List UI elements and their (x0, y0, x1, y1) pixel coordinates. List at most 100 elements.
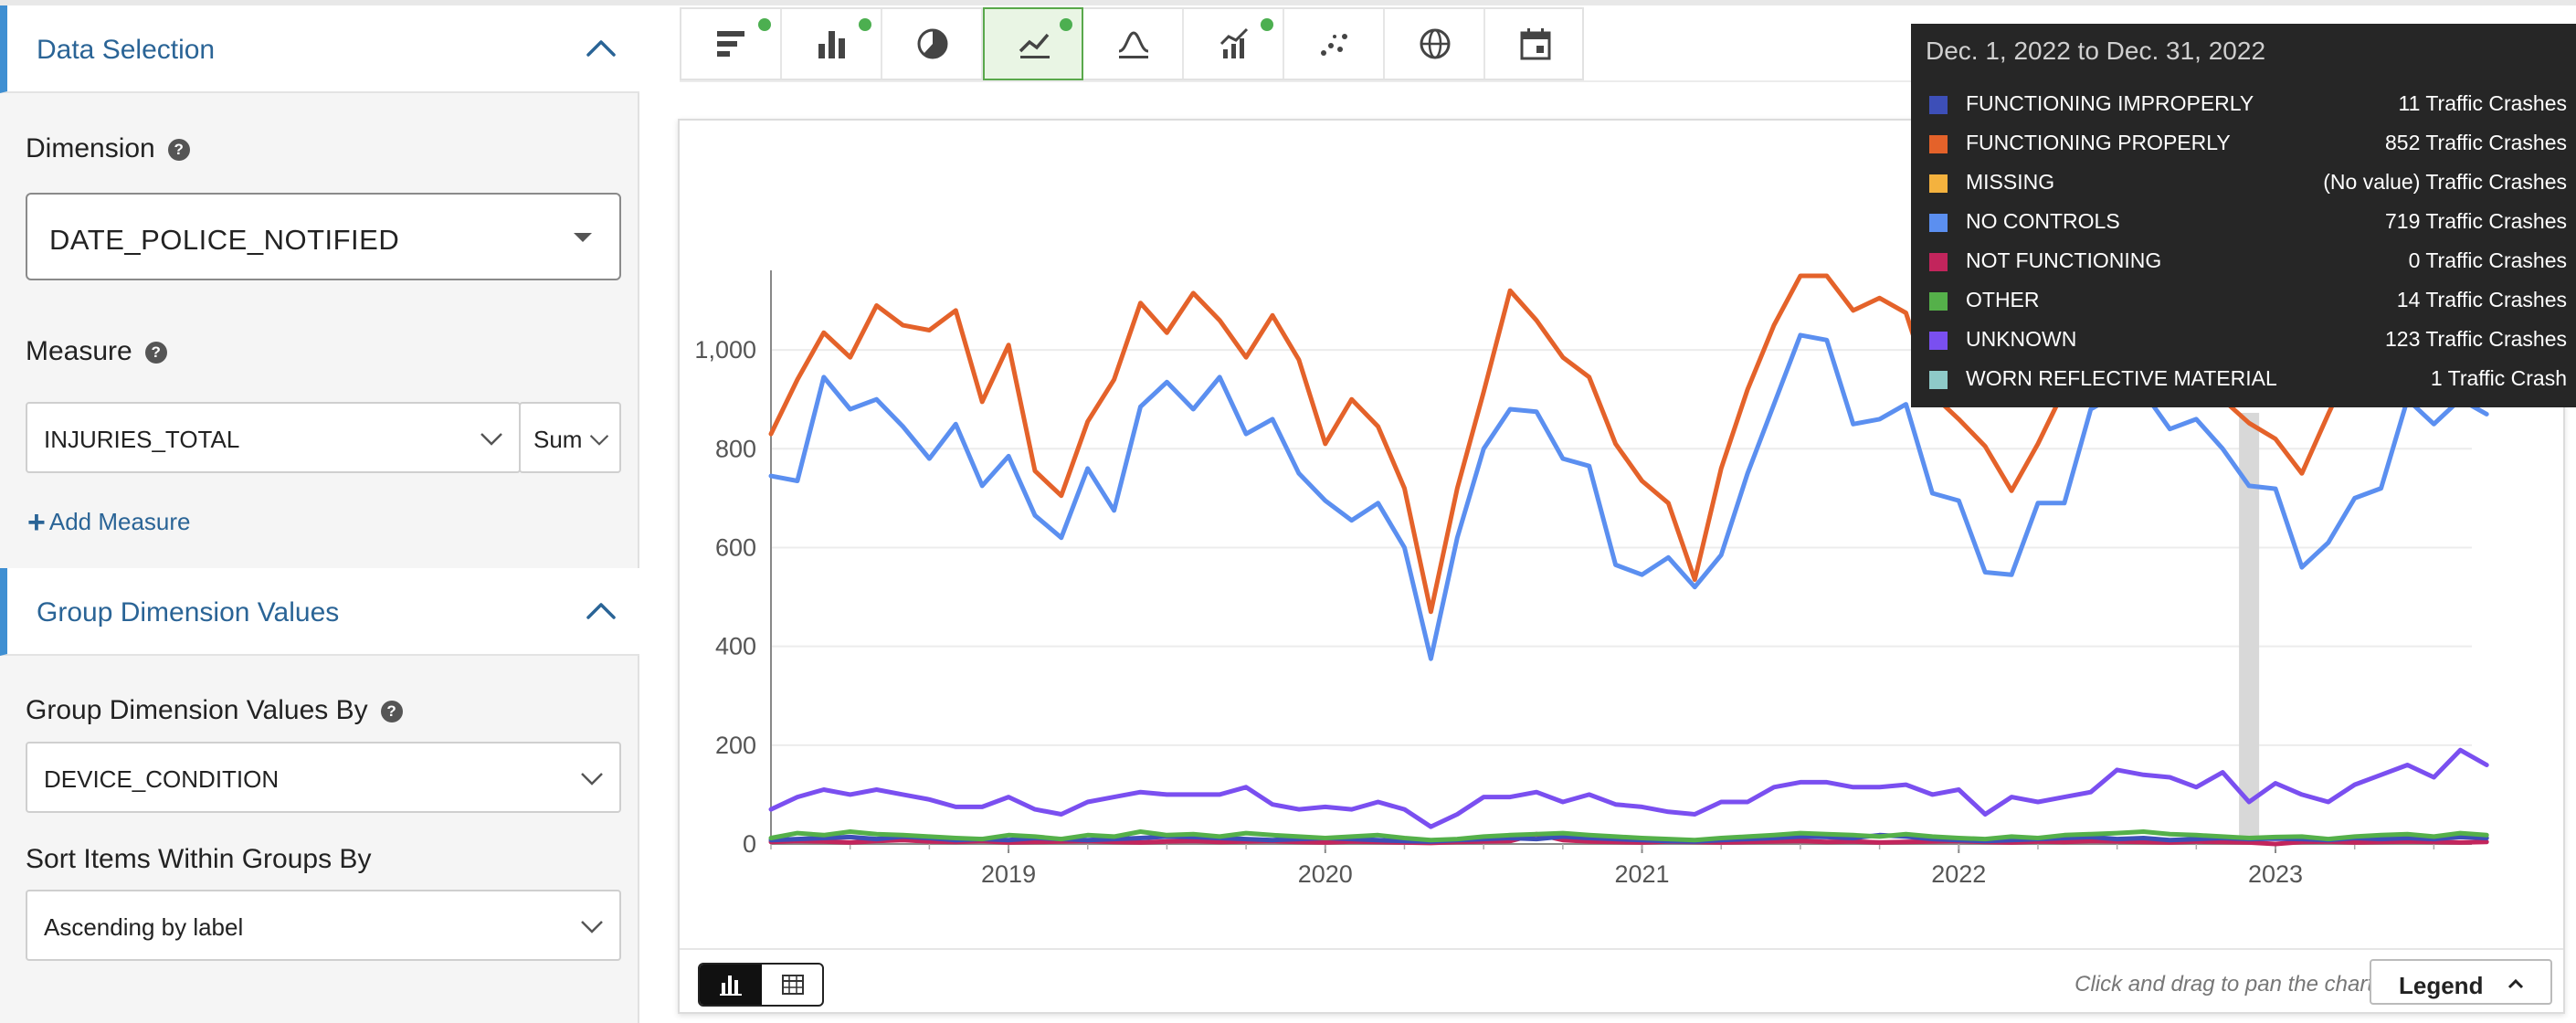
x-tick-label: 2021 (1614, 860, 1669, 888)
tooltip-series-value: 852 Traffic Crashes (2384, 131, 2567, 154)
measure-field-select[interactable]: INJURIES_TOTAL (26, 402, 521, 473)
view-toggle (698, 963, 824, 1007)
pie-chart-button[interactable] (882, 9, 983, 79)
group-by-select[interactable]: DEVICE_CONDITION (26, 742, 621, 813)
x-tick-label: 2019 (981, 860, 1036, 888)
tooltip-series-name: NOT FUNCTIONING (1966, 248, 2162, 272)
legend-button[interactable]: Legend (2370, 959, 2552, 1005)
group-by-label: Group Dimension Values By? (26, 695, 403, 726)
line-chart-button[interactable] (983, 7, 1083, 80)
x-tick-label: 2022 (1931, 860, 1986, 888)
chevron-up-icon[interactable] (583, 594, 619, 630)
active-badge (758, 18, 771, 31)
column-chart-icon (818, 31, 845, 58)
horizontal-bar-chart-button[interactable] (681, 9, 782, 79)
measure-label: Measure? (26, 336, 167, 367)
hover-band (2239, 413, 2260, 844)
line-chart[interactable]: 0 200 400 600 800 1,000 2019 2020 2021 2022 2023 (680, 121, 2563, 947)
series-line (768, 332, 2489, 661)
tooltip-series-value: (No value) Traffic Crashes (2323, 170, 2567, 194)
chart-tooltip: Dec. 1, 2022 to Dec. 31, 2022 FUNCTIONIN… (1911, 24, 2576, 407)
chart-settings-panel: Data Selection Dimension? DATE_POLICE_NO… (0, 5, 639, 1023)
calendar-icon (1520, 28, 1551, 60)
measure-field-value: INJURIES_TOTAL (44, 426, 240, 453)
table-icon (782, 975, 804, 995)
group-dimension-title: Group Dimension Values (37, 597, 340, 628)
help-icon[interactable]: ? (167, 139, 190, 161)
add-measure-link[interactable]: + Add Measure (27, 505, 191, 540)
table-view-button[interactable] (762, 965, 822, 1005)
series-swatch (1929, 96, 1948, 114)
y-tick-label: 400 (715, 633, 756, 660)
aggregation-value: Sum (533, 426, 583, 453)
tooltip-row: FUNCTIONING PROPERLY 852 Traffic Crashes (1929, 127, 2569, 163)
y-tick-label: 0 (743, 830, 756, 858)
scatter-plot-icon (1321, 34, 1347, 56)
histogram-curve-button[interactable] (1083, 9, 1184, 79)
tooltip-series-value: 1 Traffic Crash (2430, 366, 2567, 390)
aggregation-select[interactable]: Sum (519, 402, 621, 473)
x-tick-label: 2023 (2248, 860, 2303, 888)
y-tick-label: 200 (715, 732, 756, 759)
tooltip-row: MISSING (No value) Traffic Crashes (1929, 166, 2569, 203)
series-swatch (1929, 371, 1948, 389)
combo-chart-button[interactable] (1184, 9, 1284, 79)
map-globe-icon (1420, 28, 1451, 59)
map-button[interactable] (1385, 9, 1485, 79)
group-dimension-header[interactable]: Group Dimension Values (0, 568, 639, 656)
tooltip-series-name: WORN REFLECTIVE MATERIAL (1966, 366, 2277, 390)
series-swatch (1929, 332, 1948, 350)
scatter-plot-button[interactable] (1284, 9, 1385, 79)
chevron-down-icon (589, 435, 609, 446)
active-badge (1060, 18, 1072, 31)
tooltip-series-name: FUNCTIONING IMPROPERLY (1966, 91, 2254, 115)
help-icon[interactable]: ? (144, 342, 167, 364)
sort-label: Sort Items Within Groups By (26, 844, 372, 874)
data-selection-title: Data Selection (37, 35, 216, 65)
chart-type-toolbar (680, 7, 1584, 80)
tooltip-series-name: OTHER (1966, 288, 2040, 311)
tooltip-series-value: 0 Traffic Crashes (2408, 248, 2567, 272)
sort-value: Ascending by label (44, 913, 244, 941)
tooltip-row: UNKNOWN 123 Traffic Crashes (1929, 323, 2569, 360)
top-border (0, 0, 2576, 5)
tooltip-title: Dec. 1, 2022 to Dec. 31, 2022 (1926, 37, 2266, 65)
column-chart-button[interactable] (782, 9, 882, 79)
group-by-value: DEVICE_CONDITION (44, 765, 280, 793)
chart-footer: Click and drag to pan the chart Legend (680, 948, 2563, 1014)
legend-button-label: Legend (2399, 972, 2484, 999)
dimension-select[interactable]: DATE_POLICE_NOTIFIED (26, 193, 621, 280)
series-line (768, 831, 2489, 847)
tooltip-series-value: 123 Traffic Crashes (2384, 327, 2567, 351)
tooltip-series-name: MISSING (1966, 170, 2055, 194)
chart-view-button[interactable] (700, 965, 762, 1005)
tooltip-row: WORN REFLECTIVE MATERIAL 1 Traffic Crash (1929, 363, 2569, 399)
tooltip-series-value: 11 Traffic Crashes (2398, 91, 2567, 115)
tooltip-series-name: NO CONTROLS (1966, 209, 2120, 233)
help-icon[interactable]: ? (380, 701, 403, 722)
calendar-chart-button[interactable] (1485, 9, 1586, 79)
tooltip-series-name: FUNCTIONING PROPERLY (1966, 131, 2231, 154)
y-tick-label: 1,000 (694, 336, 756, 364)
sort-select[interactable]: Ascending by label (26, 890, 621, 961)
chevron-down-icon (581, 921, 603, 933)
data-selection-header[interactable]: Data Selection (0, 5, 639, 93)
pan-hint: Click and drag to pan the chart (2075, 972, 2373, 997)
chevron-down-icon (581, 773, 603, 786)
active-badge (859, 18, 871, 31)
tooltip-row: NOT FUNCTIONING 0 Traffic Crashes (1929, 245, 2569, 281)
y-tick-label: 600 (715, 533, 756, 561)
series-swatch (1929, 253, 1948, 271)
bar-chart-icon (720, 976, 742, 996)
horizontal-bar-chart-icon (717, 31, 744, 57)
series-swatch (1929, 214, 1948, 232)
tooltip-row: FUNCTIONING IMPROPERLY 11 Traffic Crashes (1929, 88, 2569, 124)
tooltip-series-value: 719 Traffic Crashes (2384, 209, 2567, 233)
chevron-up-icon[interactable] (583, 31, 619, 68)
active-badge (1261, 18, 1273, 31)
series-line (768, 747, 2489, 829)
series-line (768, 829, 2489, 843)
chevron-up-icon (2507, 978, 2524, 989)
dimension-label: Dimension? (26, 133, 190, 164)
dimension-value: DATE_POLICE_NOTIFIED (49, 224, 400, 256)
